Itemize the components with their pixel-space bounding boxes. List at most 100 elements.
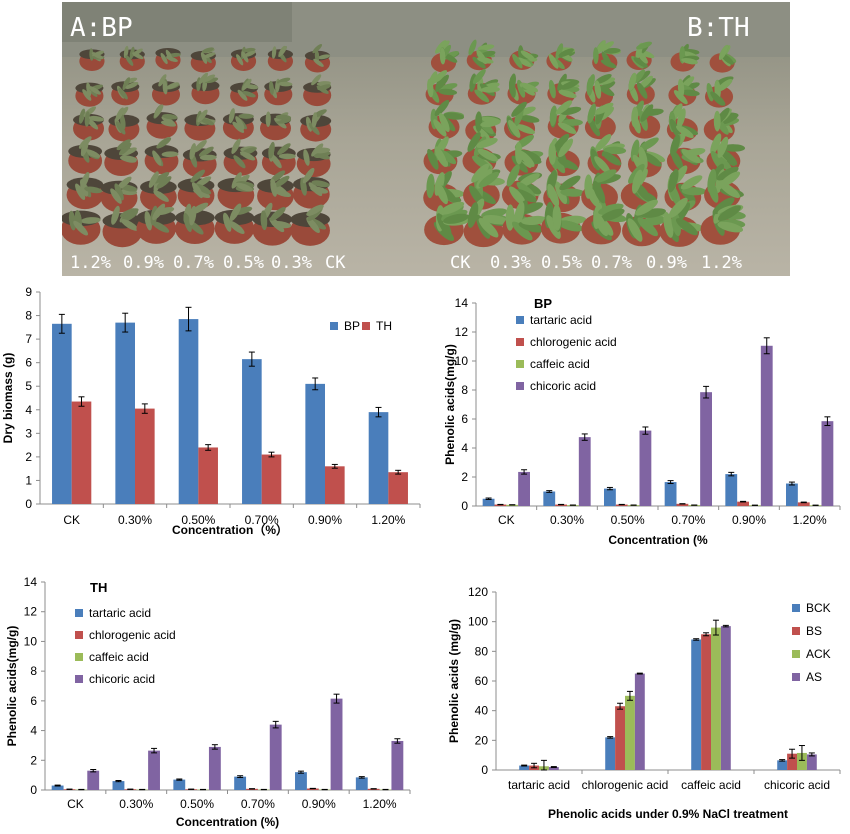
legend-label: caffeic acid <box>89 650 149 664</box>
legend-label: chicoric acid <box>530 379 596 393</box>
bar-bs <box>615 706 625 770</box>
bar-th <box>135 408 155 504</box>
plant-leaf <box>160 52 168 65</box>
legend-label: chlorogenic acid <box>89 628 176 642</box>
plant-leaf <box>587 103 597 124</box>
plant-leaf <box>710 133 722 155</box>
plant-leaf <box>165 49 173 62</box>
bar-chlorogenic-acid <box>797 502 810 506</box>
plant-leaf <box>189 205 197 226</box>
y-tick-label: 14 <box>455 296 469 310</box>
plant-leaf <box>584 174 593 199</box>
y-tick-label: 6 <box>30 694 37 708</box>
bar-bck <box>777 760 788 770</box>
plant-leaf <box>603 146 627 155</box>
legend-swatch <box>792 650 800 658</box>
plant-leaf <box>434 99 450 117</box>
plant-leaf <box>162 113 178 120</box>
plant-leaf <box>715 76 734 86</box>
plant-leaf <box>595 102 614 115</box>
plant-leaf <box>439 47 446 65</box>
y-tick-label: 10 <box>24 634 38 648</box>
x-axis-title: Concentration (%) <box>176 815 279 829</box>
photo-label-a-1: 0.9% <box>123 253 164 273</box>
plant-leaf <box>116 139 131 151</box>
plant-leaf <box>260 210 268 231</box>
plant-leaf <box>717 136 729 158</box>
bar-chicoric-acid <box>391 740 404 790</box>
legend-swatch <box>516 316 524 324</box>
plant-leaf <box>243 50 256 57</box>
plant-leaf <box>631 113 641 134</box>
photo-label-a-3: 0.5% <box>223 253 264 273</box>
plant-leaf <box>638 146 648 169</box>
plant-leaf <box>190 169 206 183</box>
plant-leaf <box>153 190 169 202</box>
plant-leaf <box>640 104 654 122</box>
bar-tartaric-acid <box>112 781 125 790</box>
plant-leaf <box>274 175 290 188</box>
plant-leaf <box>717 221 744 233</box>
plant-leaf <box>633 57 648 68</box>
plant-leaf <box>712 197 735 215</box>
legend-label: tartaric acid <box>89 606 151 620</box>
plant-leaf <box>265 111 271 127</box>
plant-leaf <box>242 91 256 98</box>
plant-leaf <box>118 88 128 100</box>
plant-leaf <box>269 207 286 221</box>
plant-leaf <box>271 221 292 229</box>
bar-tartaric-acid <box>664 482 677 506</box>
plant-leaf <box>636 41 653 50</box>
plant-leaf <box>317 84 331 91</box>
plant-leaf <box>468 39 477 56</box>
x-tick-label: chicoric acid <box>764 778 830 792</box>
plant-leaf <box>512 53 523 69</box>
plant-leaf <box>511 101 527 117</box>
photo-label-b-3: 0.7% <box>591 253 632 273</box>
plant-leaf <box>714 154 733 172</box>
plant-leaf <box>125 82 139 89</box>
plant-leaf <box>599 41 614 52</box>
legend-swatch <box>75 631 83 639</box>
legend-label: caffeic acid <box>530 357 590 371</box>
plant-leaf <box>511 221 533 241</box>
plant-leaf <box>311 112 318 128</box>
plant-leaf <box>559 175 581 191</box>
bar-chlorogenic-acid <box>676 503 689 506</box>
plant-leaf <box>438 88 458 96</box>
plant-leaf <box>467 132 481 152</box>
plant-leaf <box>675 218 698 236</box>
legend-swatch <box>516 338 524 346</box>
plant-leaf <box>270 170 286 183</box>
bar-as <box>548 767 559 770</box>
plant-leaf <box>189 143 197 160</box>
plant-leaf <box>270 178 278 197</box>
plant-leaf <box>242 78 252 91</box>
plant-leaf <box>114 183 124 201</box>
bar-bp <box>52 323 72 504</box>
plant-leaf <box>548 53 559 69</box>
plant-leaf <box>518 173 540 188</box>
plant-leaf <box>477 44 495 51</box>
photo-concentration-labels: 1.2% 0.9% 0.7% 0.5% 0.3% CK CK 0.3% 0.5% 0.7% 0.9%… <box>70 253 742 273</box>
plant-leaf <box>311 74 322 86</box>
plant-leaf <box>317 54 331 60</box>
plant-leaf <box>123 45 129 59</box>
plant-leaf <box>552 204 562 231</box>
plant-leaf <box>520 50 536 61</box>
y-tick-label: 8 <box>25 309 32 323</box>
plant-leaf <box>117 176 132 190</box>
plant-leaf <box>602 151 622 166</box>
plant-leaf <box>481 86 500 93</box>
plant-leaf <box>268 141 275 159</box>
x-tick-label: CK <box>498 513 515 527</box>
plant-leaf <box>680 175 703 190</box>
plant-leaf <box>597 85 615 97</box>
x-tick-label: 0.90% <box>308 513 342 527</box>
plant-leaf <box>436 40 450 53</box>
plant-leaf <box>597 174 621 184</box>
plant-leaf <box>121 219 139 231</box>
y-tick-label: 0 <box>461 499 468 513</box>
plant-leaf <box>713 110 721 132</box>
bar-th <box>325 466 345 504</box>
